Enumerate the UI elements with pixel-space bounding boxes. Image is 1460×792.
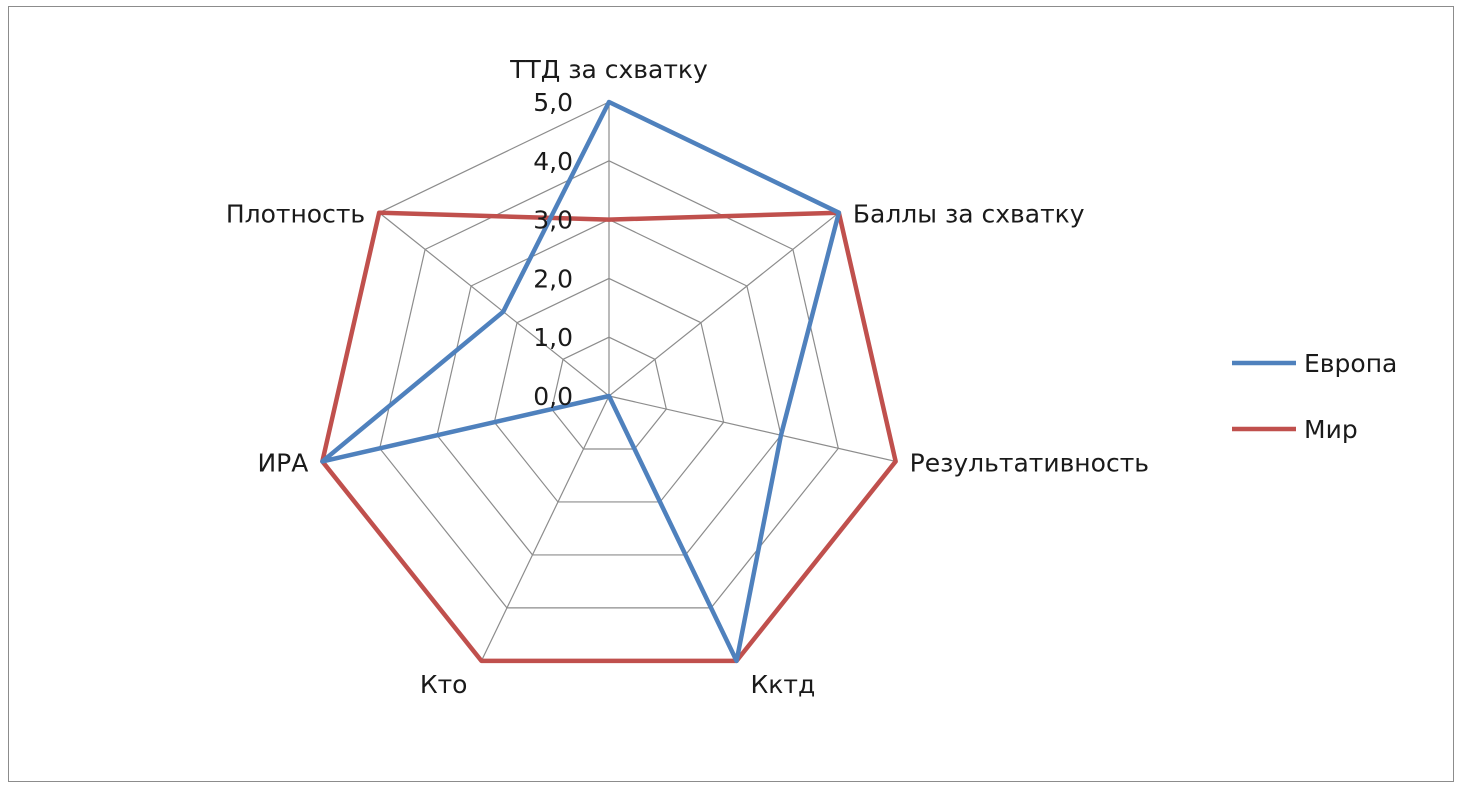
grid-spoke [378,212,610,397]
series-line-Мир [320,210,898,664]
axis-label: Плотность [226,200,365,229]
legend-label: Мир [1304,415,1358,444]
radar-tick-labels: 0,0 1,0 2,0 3,0 4,0 5,0 [533,88,573,411]
radar-axis-labels: ТТД за схватку Баллы за схватку Результати… [226,55,1149,699]
tick-label: 5,0 [533,88,573,117]
tick-label: 1,0 [533,323,573,352]
grid-spoke [608,212,840,397]
tick-label: 3,0 [533,206,573,235]
series-line-Европа [320,99,842,664]
grid-ring [436,218,782,556]
grid-spoke [480,395,610,662]
tick-label: 4,0 [533,147,573,176]
radar-grid [321,101,897,662]
axis-label: Кктд [751,670,816,699]
legend-label: Европа [1304,349,1397,378]
tick-label: 2,0 [533,264,573,293]
grid-ring [551,336,667,450]
radar-series [320,99,898,664]
tick-label: 0,0 [533,382,573,411]
axis-label: Баллы за схватку [853,200,1085,229]
legend: Европа Мир [1232,349,1397,444]
axis-label: ТТД за схватку [509,55,708,84]
axis-label: Кто [420,670,468,699]
axis-label: ИРА [257,448,308,477]
grid-spoke [608,395,896,463]
grid-ring [493,277,725,503]
axis-label: Результативность [910,448,1149,477]
grid-ring [379,160,839,609]
